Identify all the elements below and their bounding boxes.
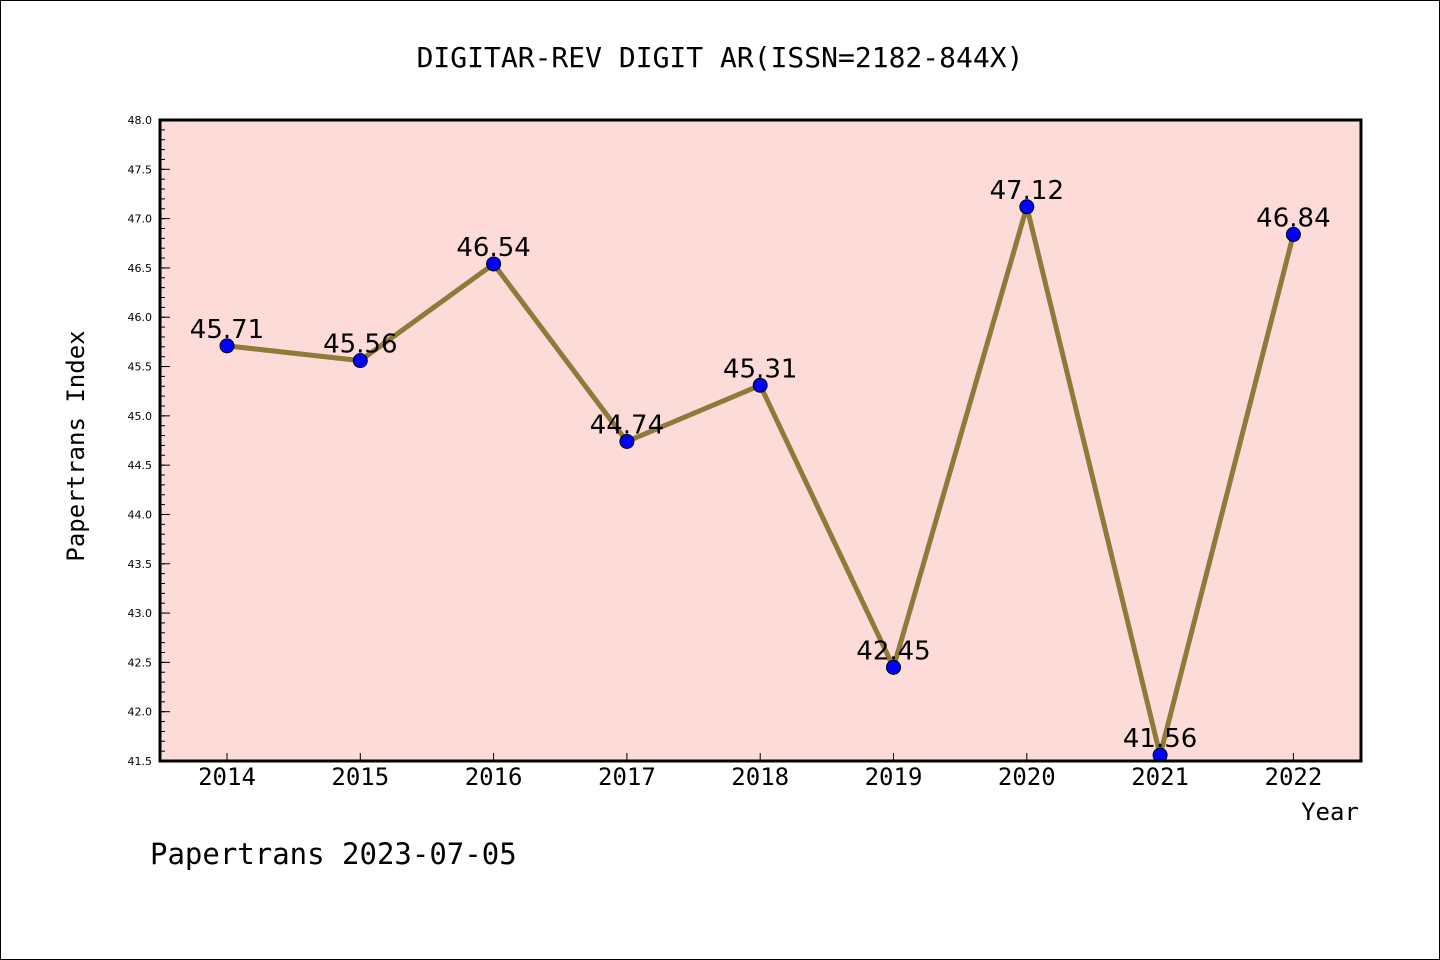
data-points — [219, 199, 1301, 763]
data-point — [886, 659, 901, 675]
y-tick-label: 44.0 — [128, 508, 153, 521]
y-tick-label: 46.0 — [128, 311, 153, 324]
data-label: 46.54 — [456, 233, 530, 263]
data-point — [1285, 226, 1301, 242]
y-tick-label: 43.0 — [128, 607, 153, 620]
y-axis-label: Papertrans Index — [62, 330, 90, 561]
x-axis: 2014 2015 2016 2017 2018 2019 2020 2021 2022 — [198, 753, 1322, 791]
data-label: 47.12 — [990, 176, 1064, 206]
y-tick-label: 47.0 — [128, 213, 153, 226]
data-point — [1019, 199, 1035, 215]
y-tick-label: 41.5 — [128, 755, 153, 768]
data-point — [352, 353, 368, 369]
y-tick-label: 45.5 — [128, 361, 153, 374]
x-tick-label: 2022 — [1265, 763, 1323, 791]
data-label: 45.31 — [723, 354, 797, 384]
x-tick-label: 2016 — [465, 763, 523, 791]
x-tick-label: 2017 — [598, 763, 656, 791]
chart-title: DIGITAR-REV DIGIT AR(ISSN=2182-844X) — [417, 41, 1024, 74]
data-label: 46.84 — [1256, 203, 1330, 233]
data-point — [619, 433, 635, 449]
x-axis-label: Year — [1301, 798, 1359, 826]
data-point — [752, 377, 768, 393]
x-tick-label: 2015 — [331, 763, 389, 791]
y-tick-label: 43.5 — [128, 558, 153, 571]
x-tick-label: 2018 — [731, 763, 789, 791]
x-tick-label: 2019 — [865, 763, 923, 791]
data-label: 45.71 — [190, 315, 264, 345]
y-tick-label: 48.0 — [128, 114, 153, 127]
y-tick-label: 46.5 — [128, 262, 153, 275]
footer-text: Papertrans 2023-07-05 — [150, 837, 517, 871]
y-tick-label: 42.0 — [128, 706, 153, 719]
data-label: 41.56 — [1123, 724, 1197, 754]
x-tick-label: 2020 — [998, 763, 1056, 791]
data-label: 44.74 — [590, 410, 664, 440]
y-axis: 41.5 42.0 42.5 43.0 43.5 44.0 44.5 45.0 45.5 46.0… — [128, 114, 170, 768]
data-label: 45.56 — [323, 330, 397, 360]
y-tick-label: 45.0 — [128, 410, 153, 423]
data-label: 42.45 — [856, 636, 930, 666]
y-tick-label: 42.5 — [128, 656, 153, 669]
x-tick-label: 2021 — [1131, 763, 1189, 791]
plot-area — [160, 120, 1361, 761]
y-tick-label: 44.5 — [128, 459, 153, 472]
plot-border — [158, 118, 1363, 763]
y-tick-label: 47.5 — [128, 163, 153, 176]
x-tick-label: 2014 — [198, 763, 256, 791]
data-point — [219, 338, 235, 354]
data-point — [486, 256, 502, 272]
data-labels: 45.71 45.56 46.54 44.74 45.31 42.45 47.12 41.56… — [190, 176, 1331, 754]
